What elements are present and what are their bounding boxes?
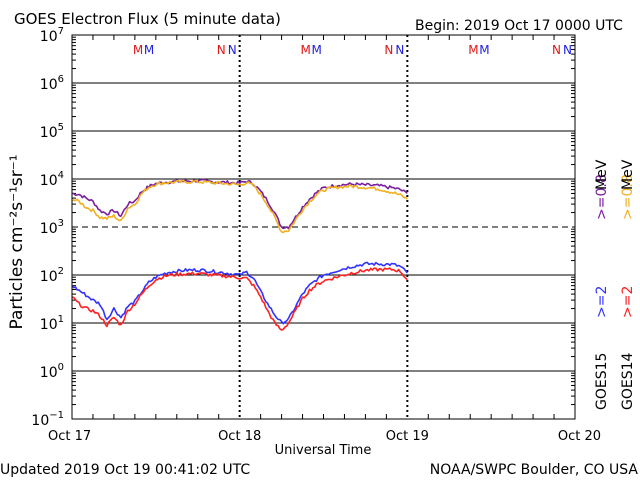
marker-n-goes15: N xyxy=(395,43,404,57)
marker-m-goes15: M xyxy=(312,43,322,57)
y-tick-label: 104 xyxy=(40,170,64,189)
legend-goes14-unit: MeV xyxy=(620,159,636,190)
x-tick-label: Oct 19 xyxy=(386,429,429,444)
y-tick-label: 102 xyxy=(40,266,64,285)
source-credit: NOAA/SWPC Boulder, CO USA xyxy=(430,462,639,478)
marker-m-goes15: M xyxy=(144,43,154,57)
y-tick-label: 106 xyxy=(40,74,64,93)
begin-timestamp: Begin: 2019 Oct 17 0000 UTC xyxy=(415,18,623,34)
y-tick-label: 100 xyxy=(40,362,64,381)
marker-m-goes14: M xyxy=(301,43,311,57)
chart-title: GOES Electron Flux (5 minute data) xyxy=(14,10,281,28)
legend-goes15: GOES15 >=2 >=0.8 MeV xyxy=(594,159,610,410)
legend-goes14-2mev: >=2 xyxy=(620,286,636,318)
y-tick-label: 107 xyxy=(40,26,64,45)
marker-n-goes14: N xyxy=(217,43,226,57)
legend-goes15-unit: MeV xyxy=(594,159,610,190)
y-tick-label: 101 xyxy=(40,314,64,333)
y-tick-label: 103 xyxy=(40,218,64,237)
x-tick-label: Oct 17 xyxy=(48,429,91,444)
y-tick-label: 105 xyxy=(40,122,64,141)
legend-goes14: GOES14 >=2 >=0.8 MeV xyxy=(620,159,636,410)
marker-n-goes15: N xyxy=(563,43,572,57)
y-axis-title: Particles cm⁻²s⁻¹sr⁻¹ xyxy=(7,154,27,329)
marker-n-goes15: N xyxy=(228,43,237,57)
updated-timestamp: Updated 2019 Oct 19 00:41:02 UTC xyxy=(0,462,250,478)
marker-m-goes14: M xyxy=(133,43,143,57)
legend-goes14-08mev: >=0.8 xyxy=(620,174,636,220)
legend-goes15-label: GOES15 xyxy=(594,353,610,410)
series-line-goes14-0-8-mev xyxy=(71,179,408,234)
x-tick-label: Oct 20 xyxy=(558,429,601,444)
plot-series xyxy=(71,178,408,331)
series-line-goes15-2-mev xyxy=(71,261,408,325)
plot-grid xyxy=(72,35,575,419)
series-line-goes14-2-mev xyxy=(71,267,408,331)
marker-m-goes14: M xyxy=(468,43,478,57)
marker-n-goes14: N xyxy=(384,43,393,57)
series-line-goes15-0-8-mev xyxy=(72,178,408,230)
legend-goes15-08mev: >=0.8 xyxy=(594,174,610,220)
x-tick-labels: Oct 17 Oct 18 Oct 19 Oct 20 xyxy=(48,429,601,444)
x-axis-title: Universal Time xyxy=(275,443,372,458)
marker-m-goes15: M xyxy=(479,43,489,57)
legend-goes14-label: GOES14 xyxy=(620,352,636,410)
y-tick-label: 10−1 xyxy=(31,410,64,429)
plot-frame xyxy=(71,34,576,420)
y-tick-labels: 10−1 100 101 102 103 104 105 106 107 xyxy=(31,26,64,429)
legend-goes15-2mev: >=2 xyxy=(594,286,610,318)
x-tick-label: Oct 18 xyxy=(218,429,261,444)
marker-n-goes14: N xyxy=(552,43,561,57)
